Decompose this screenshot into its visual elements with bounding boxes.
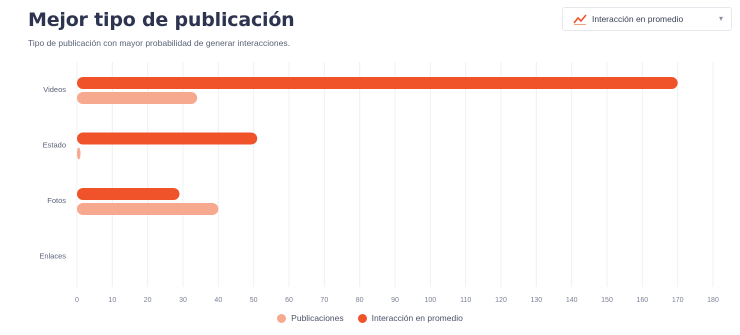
bar[interactable] <box>77 132 258 145</box>
legend-label: Publicaciones <box>291 313 344 323</box>
category-label: Fotos <box>47 196 66 205</box>
x-tick-label: 160 <box>636 297 648 304</box>
bar-chart: 0 10 20 30 40 50 60 70 80 90 100 110 120 130 140 150 160… <box>39 62 719 304</box>
bar[interactable] <box>77 147 81 160</box>
legend-item-interaccion[interactable]: Interacción en promedio <box>357 313 463 323</box>
bar[interactable] <box>77 92 198 104</box>
x-tick-label: 10 <box>108 297 116 304</box>
x-tick-label: 110 <box>460 297 471 304</box>
line-chart-icon <box>573 14 587 25</box>
x-tick-label: 80 <box>356 297 364 304</box>
chart-legend: Publicaciones Interacción en promedio <box>0 313 740 323</box>
x-tick-label: 20 <box>144 297 152 304</box>
category-label: Estado <box>43 141 66 150</box>
x-tick-label: 90 <box>391 297 399 304</box>
x-tick-label: 130 <box>530 297 542 304</box>
x-tick-label: 150 <box>601 297 613 304</box>
x-tick-label: 70 <box>320 297 328 304</box>
x-tick-label: 50 <box>250 297 258 304</box>
x-tick-label: 60 <box>285 297 293 304</box>
x-tick-label: 120 <box>495 297 507 304</box>
x-tick-label: 0 <box>75 297 79 304</box>
chevron-down-icon: ▾ <box>718 14 723 23</box>
category-label: Enlaces <box>39 252 66 261</box>
page-subtitle: Tipo de publicación con mayor probabilid… <box>28 38 290 48</box>
metric-dropdown[interactable]: Interacción en promedio ▾ <box>562 7 732 31</box>
bar[interactable] <box>77 188 180 200</box>
x-tick-label: 180 <box>707 297 719 304</box>
x-tick-label: 170 <box>672 297 684 304</box>
bar[interactable] <box>77 77 678 89</box>
category-label: Videos <box>43 85 66 94</box>
legend-swatch <box>357 313 367 323</box>
legend-item-publicaciones[interactable]: Publicaciones <box>277 313 344 323</box>
x-tick-label: 40 <box>214 297 222 304</box>
legend-label: Interacción en promedio <box>371 313 463 323</box>
legend-swatch <box>277 313 287 323</box>
page-title: Mejor tipo de publicación <box>28 9 295 31</box>
x-tick-label: 140 <box>566 297 578 304</box>
bar[interactable] <box>77 203 219 215</box>
x-tick-label: 30 <box>179 297 187 304</box>
x-tick-label: 100 <box>424 297 436 304</box>
metric-dropdown-value: Interacción en promedio <box>592 14 684 24</box>
